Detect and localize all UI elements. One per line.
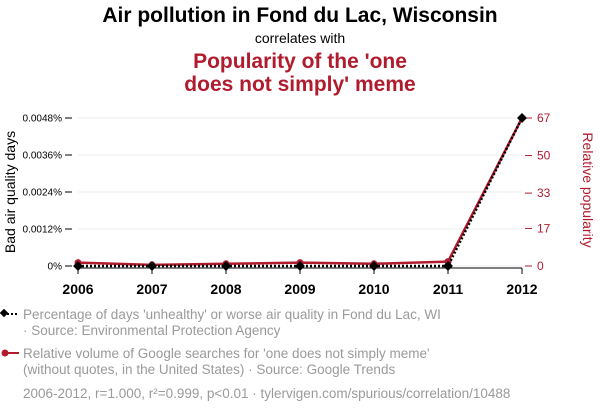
y-tick-right-3: 50 <box>537 149 551 163</box>
x-tick-3: 2009 <box>284 281 315 297</box>
legend: Percentage of days 'unhealthy' or worse … <box>0 307 441 377</box>
legend-label-series-1-line-1: Percentage of days 'unhealthy' or worse … <box>23 307 441 322</box>
y-tick-left-3: 0.0036% <box>23 151 63 162</box>
y-tick-left-0: 0% <box>48 262 63 273</box>
series-1-point-1 <box>147 261 157 271</box>
legend-label-series-2-line-2: (without quotes, in the United States) ·… <box>23 362 395 377</box>
y-tick-left-1: 0.0012% <box>23 225 63 236</box>
y-axis-left-ticks: 0% 0.0012% 0.0024% 0.0036% 0.0048% <box>23 114 72 273</box>
y-tick-right-4: 67 <box>537 111 551 125</box>
series-1-point-3 <box>295 261 305 271</box>
y-axis-left-label: Bad air quality days <box>2 131 18 253</box>
x-tick-2: 2008 <box>210 281 241 297</box>
x-tick-0: 2006 <box>62 281 93 297</box>
chart-subtitle: correlates with <box>255 30 345 46</box>
series-area <box>73 113 527 271</box>
y-tick-right-0: 0 <box>537 259 544 273</box>
x-tick-1: 2007 <box>136 281 167 297</box>
x-tick-5: 2011 <box>433 281 464 297</box>
chart-title-2-line-1: Popularity of the 'one <box>193 50 407 73</box>
y-axis-right-ticks: 0 17 33 50 67 <box>525 111 551 273</box>
legend-item-series-2: Relative volume of Google searches for '… <box>1 346 430 377</box>
series-1-point-4 <box>369 261 379 271</box>
footer-note: 2006-2012, r=1.000, r²=0.999, p<0.01 · t… <box>23 386 510 401</box>
series-2-line <box>77 117 524 267</box>
x-tick-6: 2012 <box>506 281 537 297</box>
y-tick-right-2: 33 <box>537 186 551 200</box>
legend-marker-series-1 <box>0 308 9 318</box>
series-1-point-2 <box>221 261 231 271</box>
x-tick-4: 2010 <box>358 281 389 297</box>
legend-label-series-1-line-2: · Source: Environmental Protection Agenc… <box>23 323 281 338</box>
x-axis-ticks: 2006 2007 2008 2009 2010 2011 2012 <box>62 268 538 297</box>
y-tick-right-1: 17 <box>537 221 551 235</box>
chart-title: Air pollution in Fond du Lac, Wisconsin <box>102 4 497 27</box>
legend-marker-series-2 <box>1 349 9 357</box>
legend-item-series-1: Percentage of days 'unhealthy' or worse … <box>0 307 441 338</box>
chart-title-2-line-2: does not simply' meme <box>184 73 415 96</box>
y-axis-right-label: Relative popularity <box>580 132 596 247</box>
y-tick-left-4: 0.0048% <box>23 114 63 125</box>
legend-label-series-2-line-1: Relative volume of Google searches for '… <box>23 346 430 361</box>
series-1-point-5 <box>443 261 453 271</box>
gridlines <box>78 117 522 267</box>
y-tick-left-2: 0.0024% <box>23 188 63 199</box>
series-1-point-6 <box>517 113 527 123</box>
